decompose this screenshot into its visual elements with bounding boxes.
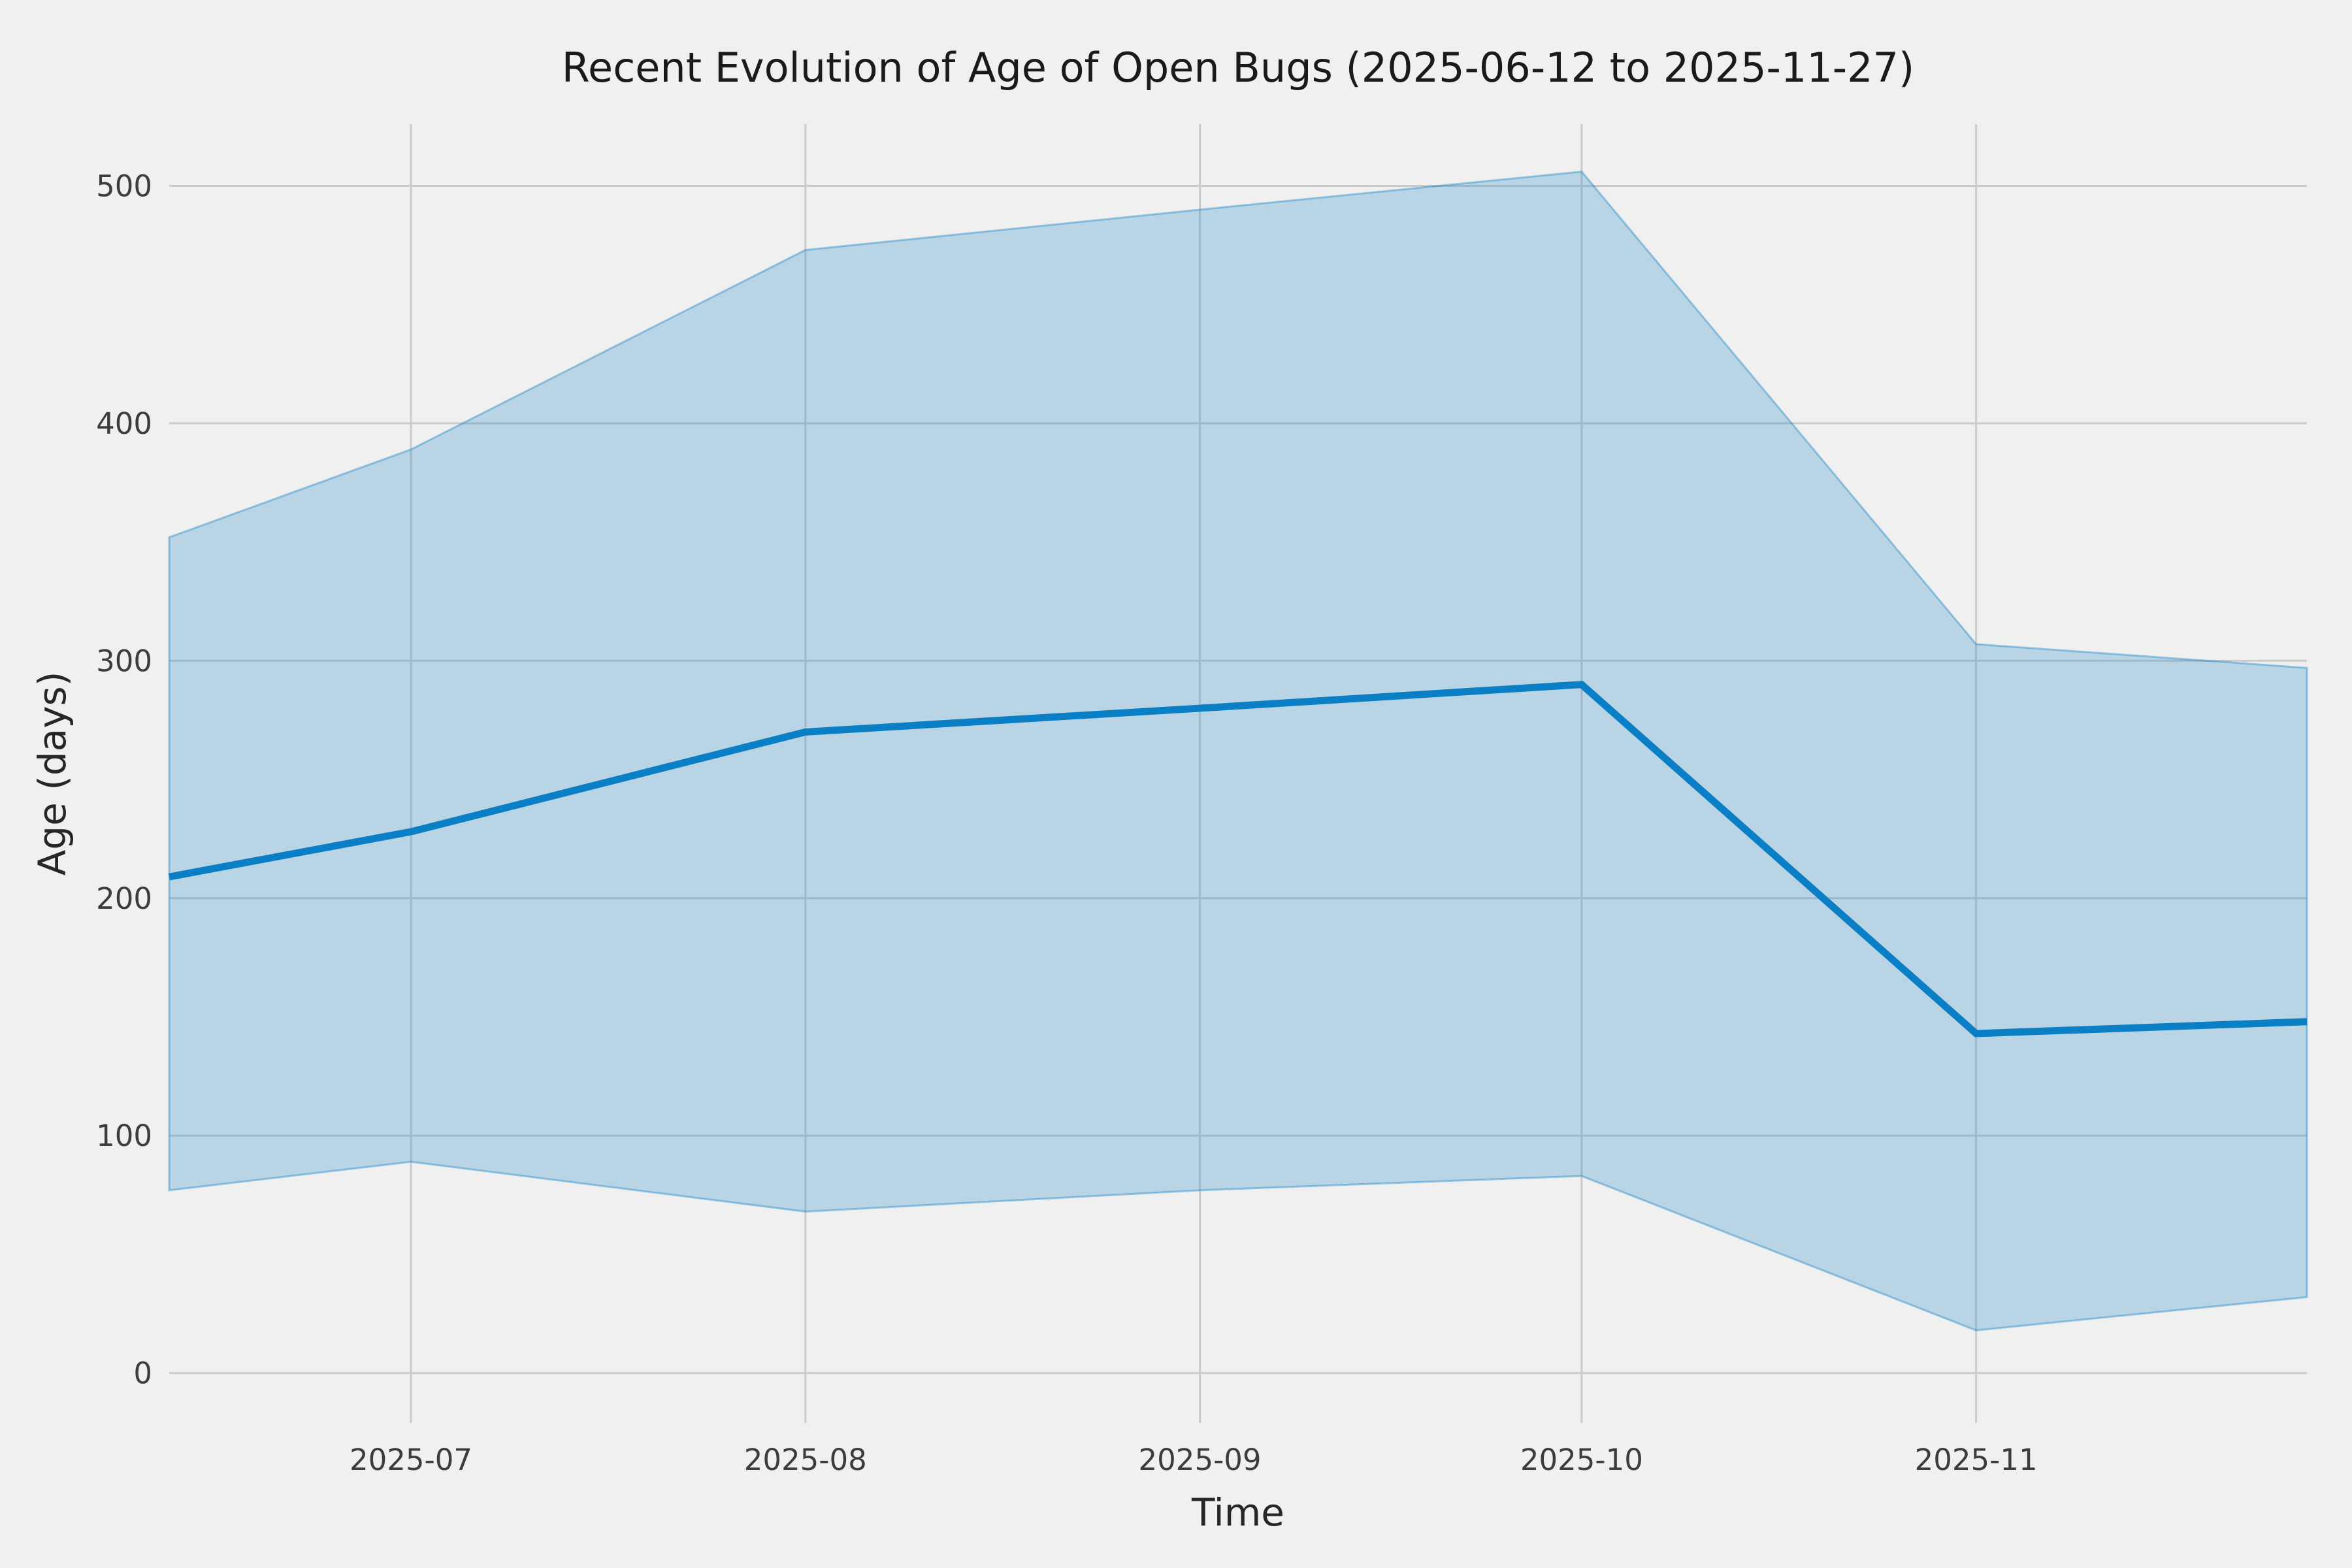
age-range-band (168, 171, 2308, 1331)
mean-age-line (168, 681, 2308, 1037)
x-tick-label: 2025-09 (1139, 1443, 1262, 1477)
y-tick-label: 500 (96, 169, 152, 203)
x-tick-label: 2025-08 (744, 1443, 867, 1477)
y-tick-label: 0 (133, 1356, 152, 1391)
x-tick-label: 2025-10 (1520, 1443, 1643, 1477)
chart-title: Recent Evolution of Age of Open Bugs (20… (562, 44, 1915, 91)
y-tick-label: 200 (96, 881, 152, 916)
y-tick-label: 100 (96, 1119, 152, 1153)
x-axis-label: Time (1191, 1490, 1284, 1535)
y-tick-label: 400 (96, 406, 152, 441)
x-tick-label: 2025-07 (350, 1443, 472, 1477)
x-tick-label: 2025-11 (1915, 1443, 2038, 1477)
y-tick-label: 300 (96, 644, 152, 678)
y-axis-label: Age (days) (30, 672, 74, 876)
